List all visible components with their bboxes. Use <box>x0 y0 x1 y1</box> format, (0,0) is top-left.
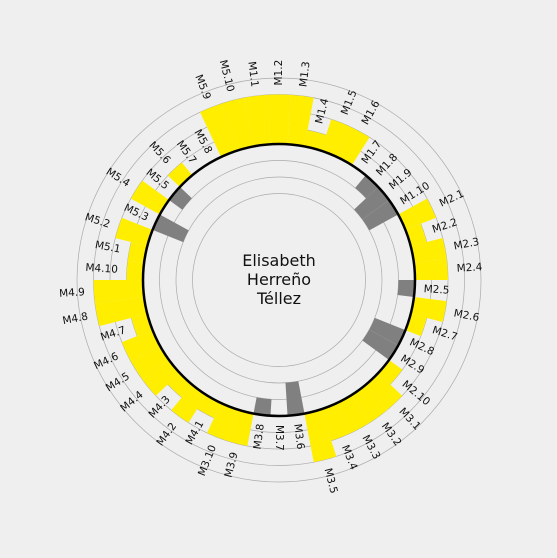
category-label: M5.7 <box>174 138 199 166</box>
category-label: M3.2 <box>379 420 404 448</box>
category-labels: M1.1 M1.2 M1.3M1.4 M1.5 M1.6M1.7M1.8M1.9M1.1… <box>59 59 483 495</box>
category-label: M3.1 <box>396 406 422 433</box>
category-label: M2.2 <box>431 216 459 235</box>
center-name: Elisabeth Herreño Téllez <box>242 251 316 308</box>
category-label: M1.2 <box>273 60 285 86</box>
bar-M4.5 <box>130 345 169 380</box>
category-label: M5.1 <box>94 239 122 256</box>
bar-M2.2 <box>405 223 427 247</box>
category-label: M4.8 <box>62 311 90 328</box>
category-label: M4.3 <box>146 394 172 421</box>
bar-M4.9 <box>93 280 145 304</box>
bar-M1.6 <box>336 127 370 166</box>
bar-M3.9 <box>226 409 254 447</box>
bar-M4.6 <box>121 330 160 362</box>
baseline-ring <box>141 142 417 418</box>
category-label: M2.3 <box>453 236 481 253</box>
category-label: M4.5 <box>104 370 132 394</box>
bar-M3.4 <box>321 403 351 441</box>
center-name-line: Elisabeth <box>242 251 316 270</box>
bar-M5.4 <box>130 180 169 215</box>
center-name-line: Téllez <box>256 289 301 308</box>
bar-M3.3 <box>336 394 370 433</box>
bar-M1.4 <box>304 130 327 151</box>
bar-M4.2 <box>171 384 207 423</box>
category-label: M5.4 <box>104 166 132 190</box>
bar-M4.10 <box>126 260 145 280</box>
category-label: M4.7 <box>99 324 127 343</box>
bar-M1.3 <box>287 94 314 147</box>
category-label: M5.6 <box>146 139 173 166</box>
category-label: M2.4 <box>456 261 483 275</box>
grid-ring <box>76 77 482 483</box>
category-label: M4.1 <box>184 419 207 447</box>
bar-M5.1 <box>127 242 148 263</box>
bar-M1.1 <box>244 94 271 147</box>
category-label: M3.5 <box>322 467 340 495</box>
category-label: M2.5 <box>423 283 449 297</box>
category-label: M3.8 <box>252 423 267 450</box>
category-label: M1.6 <box>359 98 382 127</box>
category-label: M1.4 <box>313 97 331 125</box>
bar-M1.5 <box>321 119 351 157</box>
bar-M4.4 <box>142 359 180 396</box>
bar-M3.8 <box>253 397 272 416</box>
category-label: M4.2 <box>154 420 179 448</box>
bar-M5.9 <box>200 103 237 157</box>
bar-M2.9 <box>362 329 399 360</box>
category-label: M4.10 <box>85 262 118 276</box>
bar-M4.3 <box>167 373 193 398</box>
bar-M2.3 <box>410 237 447 263</box>
category-label: M4.9 <box>59 286 85 300</box>
category-label: M3.4 <box>339 443 360 472</box>
bar-M3.2 <box>351 384 387 423</box>
category-label: M5.9 <box>192 73 213 101</box>
category-label: M2.7 <box>431 324 459 343</box>
bar-M3.10 <box>207 403 237 441</box>
bar-M5.6 <box>167 162 193 187</box>
category-label: M3.10 <box>196 443 219 478</box>
category-label: M5.2 <box>83 211 111 230</box>
bar-M3.5 <box>304 409 337 463</box>
bar-M3.6 <box>285 381 305 416</box>
bar-M2.4 <box>413 258 449 280</box>
bar-M5.10 <box>221 97 254 151</box>
category-label: M2.6 <box>453 307 481 324</box>
bar-M4.8 <box>94 297 148 327</box>
category-label: M1.1 <box>245 61 260 88</box>
bar-M2.6 <box>410 297 447 323</box>
category-label: M3.9 <box>223 451 241 479</box>
bar-M5.2 <box>115 217 153 247</box>
bar-M4.7 <box>131 313 153 337</box>
bar-M5.5 <box>168 186 192 210</box>
category-label: M4.4 <box>118 389 146 415</box>
bar-M2.7 <box>405 313 427 337</box>
category-label: M3.3 <box>359 433 382 461</box>
grid-ring <box>175 176 383 384</box>
bar-M1.2 <box>267 94 291 145</box>
center-name-line: Herreño <box>247 270 311 289</box>
bar-M2.8 <box>369 317 406 346</box>
bar-M2.10 <box>378 359 403 385</box>
bar-M1.10 <box>362 200 399 231</box>
grid-ring <box>192 193 366 367</box>
category-label: M2.9 <box>398 353 426 377</box>
category-label: M3.6 <box>291 423 306 450</box>
bar-M3.1 <box>365 373 403 411</box>
bar-M5.3 <box>152 214 189 243</box>
bars <box>93 94 449 463</box>
baseline-circle <box>141 142 417 418</box>
category-label: M1.5 <box>339 88 360 116</box>
category-label: M1.3 <box>297 61 312 88</box>
bar-M1.9 <box>354 186 390 220</box>
bar-M2.5 <box>397 280 415 298</box>
category-label: M5.10 <box>217 59 237 93</box>
category-label: M3.7 <box>273 425 285 451</box>
bar-M1.8 <box>355 175 379 199</box>
bar-M2.1 <box>398 198 437 230</box>
